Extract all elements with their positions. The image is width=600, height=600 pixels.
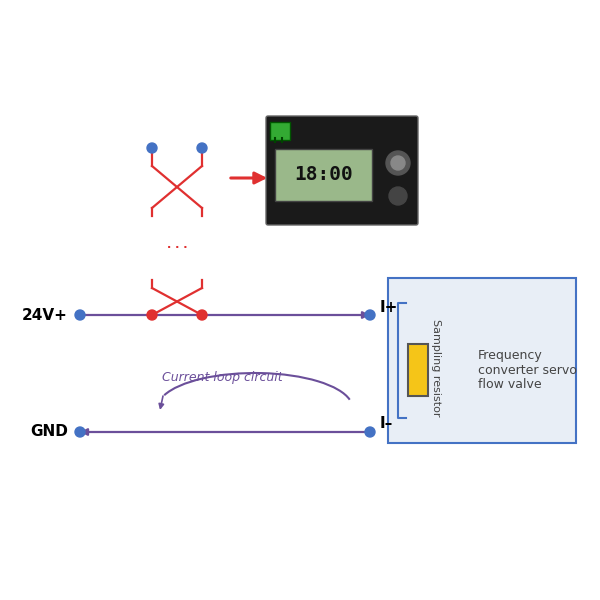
Circle shape xyxy=(147,310,157,320)
Circle shape xyxy=(386,151,410,175)
Text: · · ·: · · · xyxy=(167,243,187,253)
Text: 24V+: 24V+ xyxy=(22,307,68,323)
Circle shape xyxy=(365,427,375,437)
Text: Frequency
converter servo
flow valve: Frequency converter servo flow valve xyxy=(478,349,577,391)
FancyBboxPatch shape xyxy=(388,278,576,443)
Circle shape xyxy=(147,143,157,153)
Text: Current loop circuit: Current loop circuit xyxy=(161,371,283,385)
Circle shape xyxy=(365,310,375,320)
Circle shape xyxy=(197,310,207,320)
Text: Sampling resistor: Sampling resistor xyxy=(431,319,441,417)
FancyBboxPatch shape xyxy=(266,116,418,225)
Circle shape xyxy=(75,427,85,437)
Circle shape xyxy=(391,156,405,170)
Circle shape xyxy=(197,143,207,153)
Circle shape xyxy=(75,310,85,320)
Circle shape xyxy=(389,187,407,205)
FancyBboxPatch shape xyxy=(270,122,290,140)
FancyBboxPatch shape xyxy=(275,149,372,201)
Text: I–: I– xyxy=(380,416,394,431)
Text: GND: GND xyxy=(30,425,68,439)
Text: 18:00: 18:00 xyxy=(294,166,353,185)
FancyBboxPatch shape xyxy=(408,344,428,396)
Text: I+: I+ xyxy=(380,299,398,314)
